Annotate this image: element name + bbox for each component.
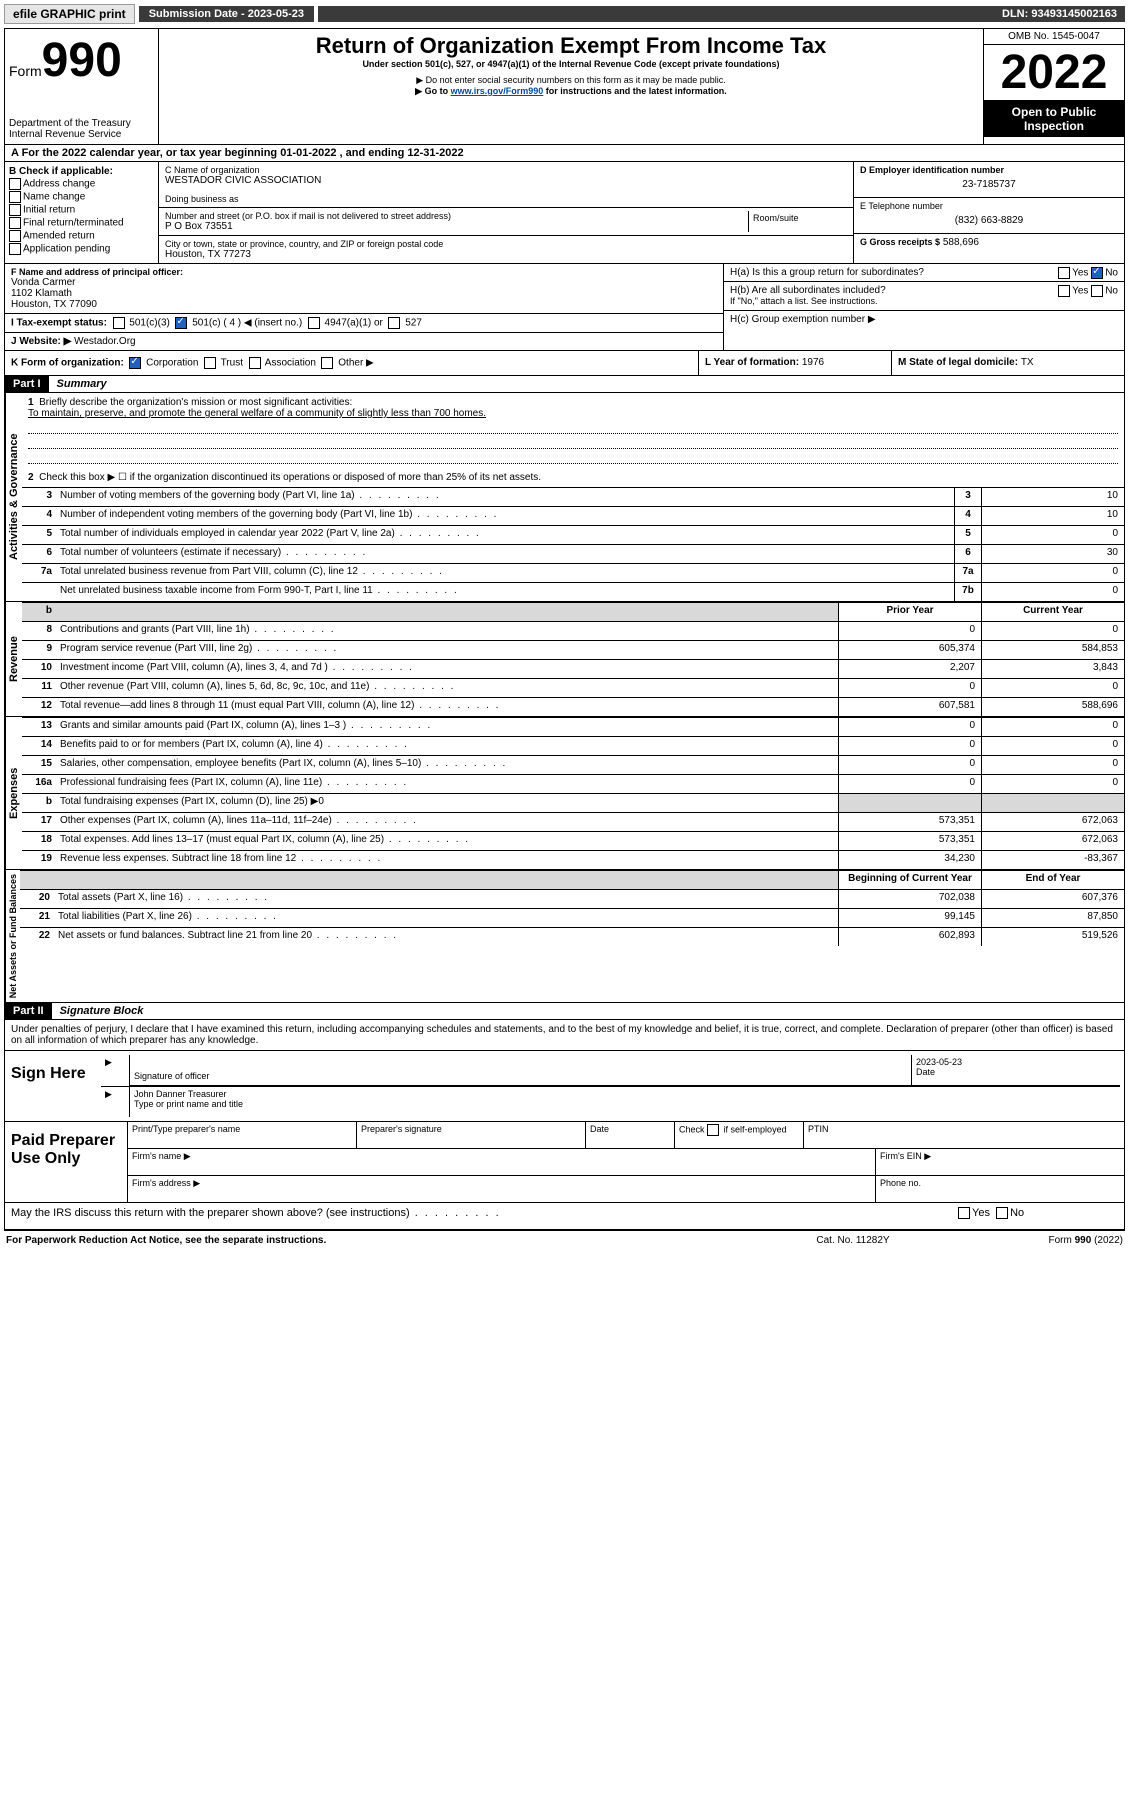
summary-row: 7aTotal unrelated business revenue from … <box>22 563 1124 582</box>
paperwork-notice: For Paperwork Reduction Act Notice, see … <box>6 1235 763 1246</box>
summary-row: 22Net assets or fund balances. Subtract … <box>20 927 1124 946</box>
box-e-phone: E Telephone number (832) 663-8829 <box>854 198 1124 234</box>
form-title: Return of Organization Exempt From Incom… <box>163 33 979 59</box>
activities-governance: Activities & Governance 1 Briefly descri… <box>5 393 1124 602</box>
box-d-ein: D Employer identification number 23-7185… <box>854 162 1124 198</box>
sign-here-block: Sign Here ▶ Signature of officer 2023-05… <box>5 1051 1124 1122</box>
summary-row: 16aProfessional fundraising fees (Part I… <box>22 774 1124 793</box>
irs-link[interactable]: www.irs.gov/Form990 <box>451 86 544 96</box>
box-i: I Tax-exempt status: 501(c)(3) 501(c) ( … <box>5 314 723 333</box>
col-end-year: End of Year <box>981 871 1124 889</box>
summary-row: 6Total number of volunteers (estimate if… <box>22 544 1124 563</box>
box-f: F Name and address of principal officer:… <box>5 264 723 314</box>
box-g-receipts: G Gross receipts $ 588,696 <box>854 234 1124 251</box>
summary-row: 18Total expenses. Add lines 13–17 (must … <box>22 831 1124 850</box>
part-1-header: Part I Summary <box>5 376 1124 393</box>
tax-year: 2022 <box>984 44 1124 101</box>
part-2-header: Part II Signature Block <box>5 1003 1124 1020</box>
tab-net-assets: Net Assets or Fund Balances <box>5 870 20 1002</box>
col-beginning-year: Beginning of Current Year <box>838 871 981 889</box>
summary-row: 15Salaries, other compensation, employee… <box>22 755 1124 774</box>
box-c-address: Number and street (or P.O. box if mail i… <box>159 208 853 236</box>
efile-print-button[interactable]: efile GRAPHIC print <box>4 4 135 24</box>
summary-row: 5Total number of individuals employed in… <box>22 525 1124 544</box>
form-label: Form <box>9 63 42 79</box>
form-header: Form990 Department of the Treasury Inter… <box>5 29 1124 145</box>
summary-row: 11Other revenue (Part VIII, column (A), … <box>22 678 1124 697</box>
paid-preparer-label: Paid Preparer Use Only <box>5 1122 128 1202</box>
summary-row: 17Other expenses (Part IX, column (A), l… <box>22 812 1124 831</box>
open-to-public: Open to Public Inspection <box>984 101 1124 137</box>
box-b: B Check if applicable: Address change Na… <box>5 162 159 263</box>
row-a-tax-year: A For the 2022 calendar year, or tax yea… <box>5 145 1124 162</box>
box-c-name: C Name of organization WESTADOR CIVIC AS… <box>159 162 853 208</box>
omb-number: OMB No. 1545-0047 <box>984 29 1124 44</box>
box-h-b: H(b) Are all subordinates included? Yes … <box>724 282 1124 311</box>
summary-row: 14Benefits paid to or for members (Part … <box>22 736 1124 755</box>
summary-row: 12Total revenue—add lines 8 through 11 (… <box>22 697 1124 716</box>
summary-row: 8Contributions and grants (Part VIII, li… <box>22 621 1124 640</box>
summary-row: 13Grants and similar amounts paid (Part … <box>22 717 1124 736</box>
form-ref: Form 990 (2022) <box>943 1235 1123 1246</box>
col-current-year: Current Year <box>981 603 1124 621</box>
tab-revenue: Revenue <box>5 602 22 716</box>
summary-row: 3Number of voting members of the governi… <box>22 487 1124 506</box>
col-prior-year: Prior Year <box>838 603 981 621</box>
identification-block: B Check if applicable: Address change Na… <box>5 162 1124 264</box>
box-c-city: City or town, state or province, country… <box>159 236 853 263</box>
row-b-blank: b <box>22 603 56 621</box>
summary-row: 9Program service revenue (Part VIII, lin… <box>22 640 1124 659</box>
dln: DLN: 93493145002163 <box>318 6 1125 22</box>
submission-date: Submission Date - 2023-05-23 <box>139 6 314 22</box>
expenses-section: Expenses 13Grants and similar amounts pa… <box>5 717 1124 870</box>
cat-number: Cat. No. 11282Y <box>763 1235 943 1246</box>
sign-here-label: Sign Here <box>5 1051 97 1121</box>
row-klm: K Form of organization: Corporation Trus… <box>5 351 1124 376</box>
subtitle-1: Under section 501(c), 527, or 4947(a)(1)… <box>163 59 979 69</box>
summary-row: Net unrelated business taxable income fr… <box>22 582 1124 601</box>
may-irs-discuss: May the IRS discuss this return with the… <box>5 1203 1124 1230</box>
perjury-declaration: Under penalties of perjury, I declare th… <box>5 1020 1124 1051</box>
subtitle-3: ▶ Go to www.irs.gov/Form990 for instruct… <box>163 86 979 97</box>
subtitle-2: ▶ Do not enter social security numbers o… <box>163 75 979 86</box>
box-h-a: H(a) Is this a group return for subordin… <box>724 264 1124 282</box>
summary-row: 21Total liabilities (Part X, line 26)99,… <box>20 908 1124 927</box>
top-toolbar: efile GRAPHIC print Submission Date - 20… <box>4 4 1125 24</box>
irs-label: Internal Revenue Service <box>9 129 154 140</box>
tab-activities-governance: Activities & Governance <box>5 393 22 601</box>
summary-row: 4Number of independent voting members of… <box>22 506 1124 525</box>
summary-row: 10Investment income (Part VIII, column (… <box>22 659 1124 678</box>
box-j: J Website: ▶ Westador.Org <box>5 333 723 350</box>
fghij-block: F Name and address of principal officer:… <box>5 264 1124 351</box>
summary-row: 20Total assets (Part X, line 16)702,0386… <box>20 889 1124 908</box>
box-h-c: H(c) Group exemption number ▶ <box>724 311 1124 328</box>
tab-expenses: Expenses <box>5 717 22 869</box>
summary-row: 19Revenue less expenses. Subtract line 1… <box>22 850 1124 869</box>
form-container: Form990 Department of the Treasury Inter… <box>4 28 1125 1231</box>
page-footer: For Paperwork Reduction Act Notice, see … <box>4 1231 1125 1250</box>
mission-text: To maintain, preserve, and promote the g… <box>28 408 486 419</box>
net-assets-section: Net Assets or Fund Balances Beginning of… <box>5 870 1124 1003</box>
dept-treasury: Department of the Treasury <box>9 118 154 129</box>
revenue-section: Revenue b Prior Year Current Year 8Contr… <box>5 602 1124 717</box>
form-number: 990 <box>42 34 122 87</box>
paid-preparer-block: Paid Preparer Use Only Print/Type prepar… <box>5 1122 1124 1203</box>
